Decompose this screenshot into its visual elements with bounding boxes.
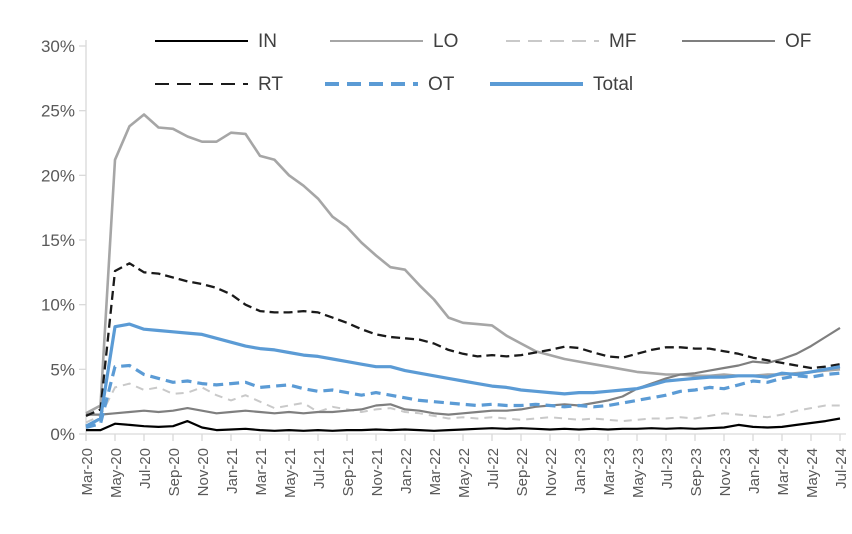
legend-line-sample-RT xyxy=(155,82,248,86)
x-tick-label: Jan-23 xyxy=(572,448,589,494)
x-tick-label: May-23 xyxy=(630,448,647,498)
x-tick-label: Jan-21 xyxy=(224,448,241,494)
y-tick-label: 20% xyxy=(41,166,75,185)
x-tick-label: May-20 xyxy=(108,448,125,498)
legend-label-RT: RT xyxy=(258,73,283,95)
x-tick-label: Mar-20 xyxy=(79,448,96,496)
legend-item-IN: IN xyxy=(155,28,277,54)
legend-label-IN: IN xyxy=(258,30,277,52)
x-tick-label: Mar-21 xyxy=(253,448,270,496)
x-tick-label: Jan-24 xyxy=(746,448,763,494)
y-tick-label: 15% xyxy=(41,231,75,250)
x-tick-label: Jul-23 xyxy=(659,448,676,489)
series-line-OF xyxy=(86,326,841,416)
legend-item-OF: OF xyxy=(682,28,811,54)
legend-line-sample-IN xyxy=(155,39,248,43)
legend-item-OT: OT xyxy=(325,71,454,97)
y-tick-label: 10% xyxy=(41,296,75,315)
y-tick-label: 25% xyxy=(41,102,75,121)
x-tick-label: Jan-22 xyxy=(398,448,415,494)
x-tick-label: Sep-22 xyxy=(514,448,531,496)
legend-item-LO: LO xyxy=(330,28,458,54)
x-tick-label: Mar-22 xyxy=(427,448,444,496)
legend-line-sample-Total xyxy=(490,82,583,86)
y-tick-label: 0% xyxy=(50,425,75,444)
series-line-RT xyxy=(85,262,841,417)
legend-label-OT: OT xyxy=(428,73,455,95)
legend-label-LO: LO xyxy=(433,30,459,52)
legend-label-MF: MF xyxy=(609,30,637,52)
x-tick-label: Sep-20 xyxy=(166,448,183,496)
series-line-Total xyxy=(85,322,841,428)
y-tick-label: 30% xyxy=(41,37,75,56)
legend-line-sample-OF xyxy=(682,39,775,43)
x-tick-label: Jul-22 xyxy=(485,448,502,489)
legend-line-sample-LO xyxy=(330,39,423,43)
legend-line-sample-MF xyxy=(506,39,599,43)
legend-label-Total: Total xyxy=(593,73,634,95)
x-tick-label: Jul-20 xyxy=(137,448,154,489)
series-line-LO xyxy=(85,113,841,415)
x-tick-label: Sep-21 xyxy=(340,448,357,496)
x-tick-label: Nov-23 xyxy=(717,448,734,496)
legend-item-RT: RT xyxy=(155,71,283,97)
x-tick-label: Sep-23 xyxy=(688,448,705,496)
x-tick-label: Nov-21 xyxy=(369,448,386,496)
x-tick-label: May-21 xyxy=(282,448,299,498)
x-tick-label: Mar-24 xyxy=(775,448,792,496)
legend-item-MF: MF xyxy=(506,28,636,54)
series-line-MF xyxy=(85,382,840,424)
x-tick-label: Mar-23 xyxy=(601,448,618,496)
x-tick-label: May-22 xyxy=(456,448,473,498)
legend-label-OF: OF xyxy=(785,30,812,52)
y-tick-label: 5% xyxy=(50,360,75,379)
x-tick-label: May-24 xyxy=(804,448,821,498)
legend-item-Total: Total xyxy=(490,71,633,97)
series-line-IN xyxy=(86,417,841,432)
legend-line-sample-OT xyxy=(325,82,418,86)
x-tick-label: Nov-20 xyxy=(195,448,212,496)
x-tick-label: Jul-21 xyxy=(311,448,328,489)
chart-legend: IN LO MF OF RT OT Total xyxy=(0,0,852,110)
x-tick-label: Nov-22 xyxy=(543,448,560,496)
x-tick-label: Jul-24 xyxy=(833,448,850,489)
